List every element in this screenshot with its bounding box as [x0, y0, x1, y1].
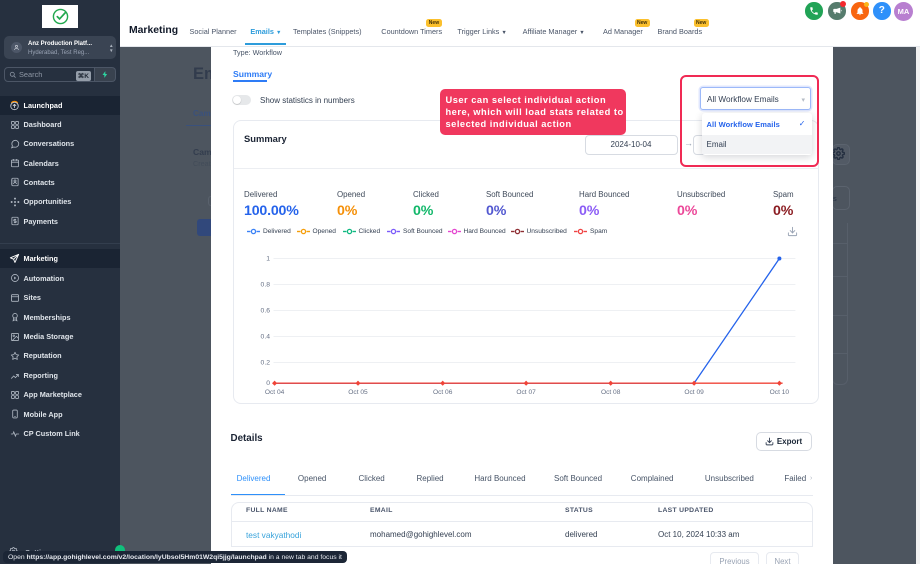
svg-text:Oct 06: Oct 06	[433, 389, 453, 396]
svg-text:0.8: 0.8	[261, 282, 271, 289]
svg-text:Oct 07: Oct 07	[516, 389, 536, 396]
svg-text:0.2: 0.2	[261, 360, 271, 367]
svg-text:Oct 08: Oct 08	[601, 389, 621, 396]
svg-text:0.4: 0.4	[261, 334, 271, 341]
svg-text:Oct 09: Oct 09	[684, 389, 704, 396]
svg-text:Oct 05: Oct 05	[348, 389, 368, 396]
svg-text:Oct 10: Oct 10	[770, 389, 790, 396]
svg-text:1: 1	[266, 256, 270, 263]
svg-text:Oct 04: Oct 04	[265, 389, 285, 396]
svg-text:0: 0	[266, 380, 270, 387]
svg-text:0.6: 0.6	[261, 308, 271, 315]
